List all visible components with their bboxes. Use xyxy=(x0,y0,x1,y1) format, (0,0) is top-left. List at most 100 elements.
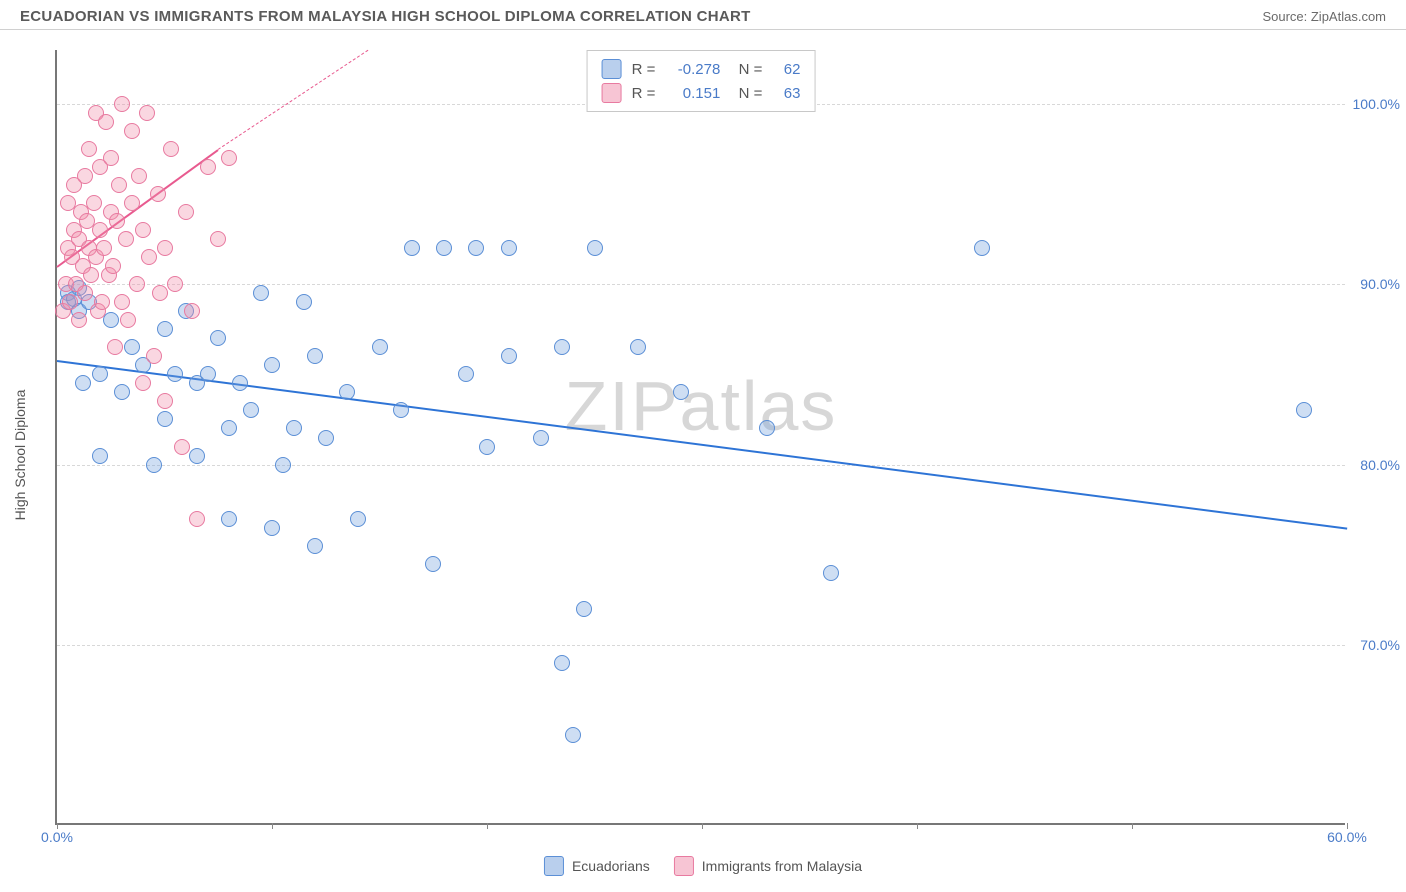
scatter-point xyxy=(479,439,495,455)
watermark: ZIPatlas xyxy=(565,366,838,446)
ytick-label: 100.0% xyxy=(1350,96,1400,112)
scatter-point xyxy=(163,141,179,157)
scatter-point xyxy=(141,249,157,265)
scatter-point xyxy=(307,538,323,554)
swatch-pink xyxy=(602,83,622,103)
scatter-point xyxy=(157,411,173,427)
scatter-point xyxy=(124,339,140,355)
chart-title: ECUADORIAN VS IMMIGRANTS FROM MALAYSIA H… xyxy=(20,8,751,25)
scatter-point xyxy=(124,195,140,211)
scatter-point xyxy=(71,312,87,328)
scatter-point xyxy=(109,213,125,229)
legend-label-0: Ecuadorians xyxy=(572,858,650,874)
scatter-point xyxy=(124,123,140,139)
n-value-0: 62 xyxy=(772,61,800,78)
xtick-label: 60.0% xyxy=(1327,829,1367,845)
scatter-point xyxy=(157,321,173,337)
scatter-point xyxy=(114,384,130,400)
gridline-h xyxy=(57,645,1345,646)
xtick-label: 0.0% xyxy=(41,829,73,845)
scatter-point xyxy=(221,150,237,166)
title-bar: ECUADORIAN VS IMMIGRANTS FROM MALAYSIA H… xyxy=(0,0,1406,30)
legend-stats: R = -0.278 N = 62 R = 0.151 N = 63 xyxy=(587,50,816,112)
scatter-point xyxy=(436,240,452,256)
scatter-point xyxy=(533,430,549,446)
xtick-mark xyxy=(917,823,918,829)
scatter-point xyxy=(81,141,97,157)
legend-row-1: R = 0.151 N = 63 xyxy=(602,81,801,105)
swatch-blue xyxy=(602,59,622,79)
scatter-point xyxy=(554,339,570,355)
legend-row-0: R = -0.278 N = 62 xyxy=(602,57,801,81)
n-value-1: 63 xyxy=(772,85,800,102)
scatter-point xyxy=(174,439,190,455)
scatter-point xyxy=(96,240,112,256)
scatter-point xyxy=(673,384,689,400)
scatter-point xyxy=(200,366,216,382)
scatter-point xyxy=(139,105,155,121)
scatter-point xyxy=(118,231,134,247)
scatter-point xyxy=(92,366,108,382)
scatter-point xyxy=(576,601,592,617)
xtick-mark xyxy=(272,823,273,829)
scatter-point xyxy=(630,339,646,355)
scatter-point xyxy=(425,556,441,572)
scatter-point xyxy=(318,430,334,446)
chart-area: High School Diploma ZIPatlas R = -0.278 … xyxy=(0,30,1406,880)
scatter-point xyxy=(98,114,114,130)
scatter-point xyxy=(129,276,145,292)
scatter-point xyxy=(178,204,194,220)
scatter-point xyxy=(554,655,570,671)
scatter-point xyxy=(307,348,323,364)
xtick-mark xyxy=(1132,823,1133,829)
scatter-point xyxy=(77,285,93,301)
scatter-point xyxy=(243,402,259,418)
scatter-point xyxy=(759,420,775,436)
ytick-label: 80.0% xyxy=(1350,457,1400,473)
source-label: Source: ZipAtlas.com xyxy=(1262,9,1386,24)
scatter-point xyxy=(103,150,119,166)
scatter-point xyxy=(393,402,409,418)
gridline-h xyxy=(57,465,1345,466)
scatter-point xyxy=(92,448,108,464)
xtick-mark xyxy=(487,823,488,829)
trendline xyxy=(57,360,1347,530)
ytick-label: 90.0% xyxy=(1350,276,1400,292)
scatter-point xyxy=(86,195,102,211)
scatter-point xyxy=(105,258,121,274)
scatter-point xyxy=(114,96,130,112)
scatter-point xyxy=(221,511,237,527)
scatter-point xyxy=(221,420,237,436)
scatter-point xyxy=(253,285,269,301)
legend-item-1: Immigrants from Malaysia xyxy=(674,856,862,876)
scatter-point xyxy=(404,240,420,256)
scatter-point xyxy=(210,330,226,346)
scatter-point xyxy=(120,312,136,328)
scatter-point xyxy=(296,294,312,310)
legend-bottom: Ecuadorians Immigrants from Malaysia xyxy=(544,856,862,876)
scatter-point xyxy=(167,276,183,292)
scatter-point xyxy=(372,339,388,355)
scatter-point xyxy=(150,186,166,202)
scatter-point xyxy=(103,312,119,328)
scatter-point xyxy=(135,222,151,238)
legend-label-1: Immigrants from Malaysia xyxy=(702,858,862,874)
scatter-point xyxy=(501,240,517,256)
scatter-point xyxy=(146,457,162,473)
y-axis-title: High School Diploma xyxy=(12,390,28,521)
scatter-point xyxy=(200,159,216,175)
scatter-point xyxy=(189,511,205,527)
watermark-thin: atlas xyxy=(680,367,838,445)
scatter-point xyxy=(167,366,183,382)
legend-item-0: Ecuadorians xyxy=(544,856,650,876)
r-label: R = xyxy=(632,85,656,102)
swatch-blue xyxy=(544,856,564,876)
scatter-point xyxy=(1296,402,1312,418)
scatter-point xyxy=(111,177,127,193)
trendline xyxy=(218,50,368,150)
scatter-point xyxy=(189,448,205,464)
ytick-label: 70.0% xyxy=(1350,637,1400,653)
scatter-point xyxy=(114,294,130,310)
scatter-point xyxy=(339,384,355,400)
swatch-pink xyxy=(674,856,694,876)
